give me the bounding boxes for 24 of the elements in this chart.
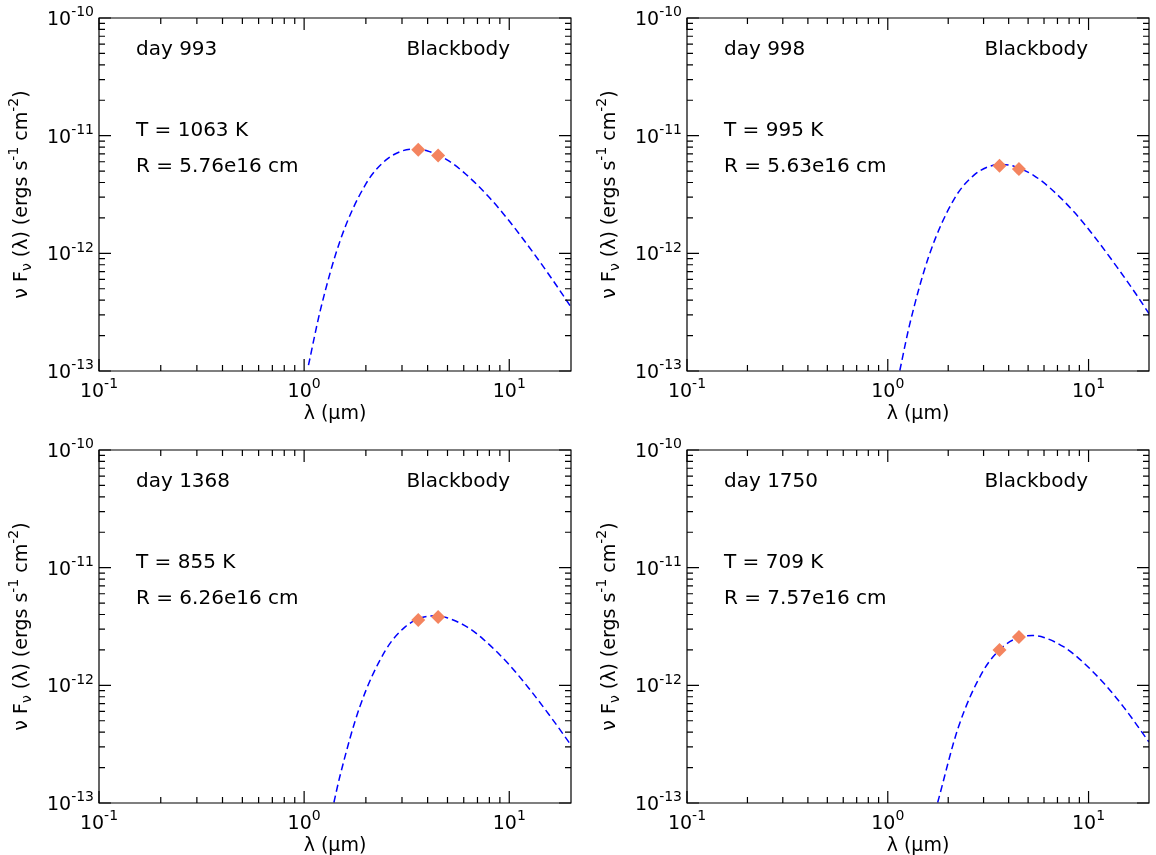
y-axis-title: ν Fν (λ) (ergs s-1 cm-2): [5, 90, 35, 299]
annotation: T = 855 K: [135, 549, 237, 573]
x-axis-title: λ (μm): [303, 401, 367, 423]
annotation: day 1368: [136, 468, 231, 492]
annotation: R = 6.26e16 cm: [136, 585, 299, 609]
annotation: day 993: [136, 36, 218, 60]
annotation: T = 1063 K: [135, 117, 249, 141]
annotation: Blackbody: [406, 468, 511, 492]
y-axis-title: ν Fν (λ) (ergs s-1 cm-2): [593, 90, 623, 299]
annotation: R = 7.57e16 cm: [724, 585, 887, 609]
x-axis-title: λ (μm): [303, 833, 367, 855]
annotation: Blackbody: [984, 36, 1089, 60]
y-axis-title: ν Fν (λ) (ergs s-1 cm-2): [593, 522, 623, 731]
y-axis-title: ν Fν (λ) (ergs s-1 cm-2): [5, 522, 35, 731]
x-axis-title: λ (μm): [886, 833, 950, 855]
annotation: day 998: [724, 36, 806, 60]
x-axis-title: λ (μm): [886, 401, 950, 423]
annotation: R = 5.63e16 cm: [724, 153, 887, 177]
annotation: R = 5.76e16 cm: [136, 153, 299, 177]
annotation: Blackbody: [406, 36, 511, 60]
annotation: Blackbody: [984, 468, 1089, 492]
annotation: day 1750: [724, 468, 819, 492]
annotation: T = 995 K: [723, 117, 825, 141]
annotation: T = 709 K: [723, 549, 825, 573]
